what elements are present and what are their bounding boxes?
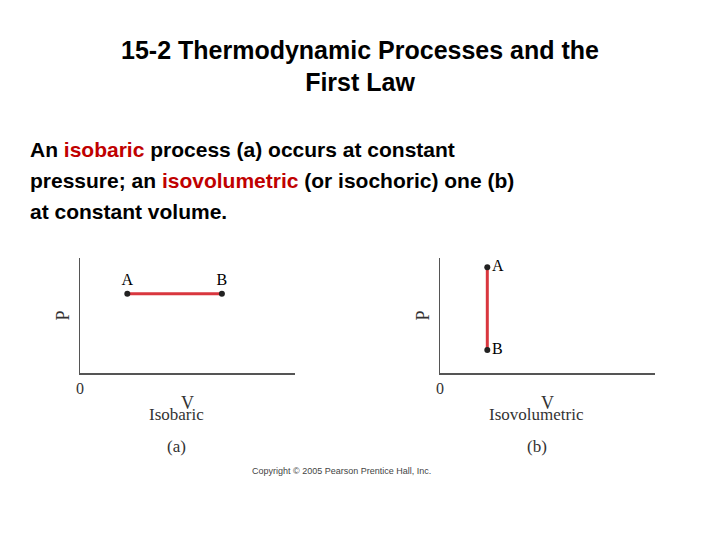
svg-text:Isobaric: Isobaric xyxy=(149,405,204,424)
html-text:15-2 Thermodynamic Processes a: 15-2 Thermodynamic Processes and the xyxy=(121,36,599,64)
svg-text:V: V xyxy=(541,393,554,413)
svg-text:A: A xyxy=(492,257,504,274)
svg-text:A: A xyxy=(122,271,134,288)
svg-text:(b): (b) xyxy=(527,437,547,456)
svg-text:B: B xyxy=(217,271,228,288)
html-text:First Law: First Law xyxy=(305,68,415,96)
html-text:pressure; an isovolumetric (or: pressure; an isovolumetric (or isochoric… xyxy=(30,169,515,192)
html-text:at constant volume.: at constant volume. xyxy=(30,200,228,223)
svg-text:Isovolumetric: Isovolumetric xyxy=(489,405,584,424)
svg-text:(a): (a) xyxy=(167,437,186,456)
svg-text:B: B xyxy=(492,340,503,357)
svg-text:V: V xyxy=(181,393,194,413)
html-text:An isobaric process (a) occurs: An isobaric process (a) occurs at consta… xyxy=(30,138,455,161)
svg-text:P: P xyxy=(53,310,73,320)
svg-text:0: 0 xyxy=(76,380,84,397)
svg-text:0: 0 xyxy=(436,380,444,397)
html-text:Copyright © 2005 Pearson Prent: Copyright © 2005 Pearson Prentice Hall, … xyxy=(252,466,432,476)
svg-text:P: P xyxy=(413,310,433,320)
